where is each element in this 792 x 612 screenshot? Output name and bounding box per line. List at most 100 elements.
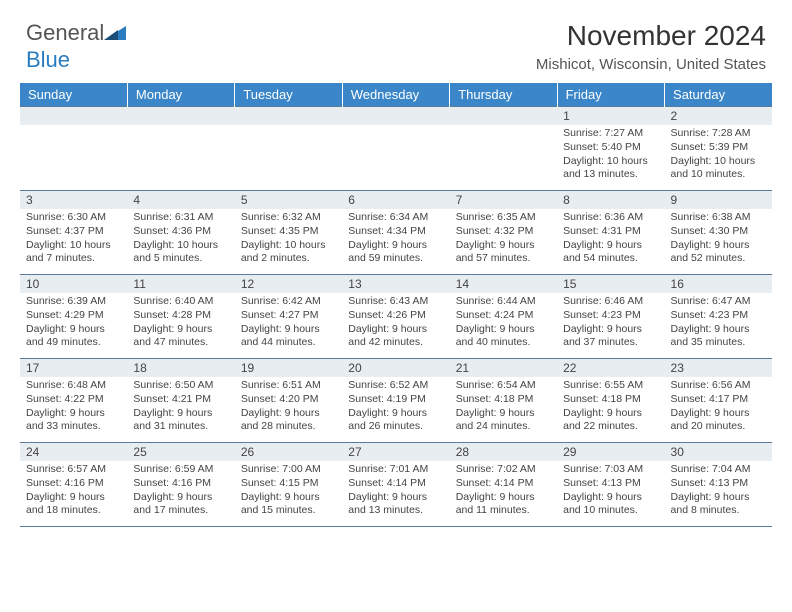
day-number: 1 bbox=[557, 107, 664, 125]
day-number: 12 bbox=[235, 275, 342, 293]
day-detail-line: Sunrise: 6:39 AM bbox=[26, 295, 121, 309]
day-detail-line: Sunrise: 7:27 AM bbox=[563, 127, 658, 141]
weekday-header: Saturday bbox=[665, 83, 772, 107]
day-number: 24 bbox=[20, 443, 127, 461]
day-details: Sunrise: 6:31 AMSunset: 4:36 PMDaylight:… bbox=[127, 209, 234, 270]
day-details: Sunrise: 6:43 AMSunset: 4:26 PMDaylight:… bbox=[342, 293, 449, 354]
day-number: 25 bbox=[127, 443, 234, 461]
day-detail-line: Daylight: 9 hours bbox=[456, 407, 551, 421]
calendar-week-row: 24Sunrise: 6:57 AMSunset: 4:16 PMDayligh… bbox=[20, 443, 772, 527]
calendar-day-cell bbox=[235, 107, 342, 191]
day-detail-line: and 8 minutes. bbox=[671, 504, 766, 518]
day-details: Sunrise: 7:04 AMSunset: 4:13 PMDaylight:… bbox=[665, 461, 772, 522]
day-number: 29 bbox=[557, 443, 664, 461]
weekday-header: Friday bbox=[557, 83, 664, 107]
day-detail-line: Sunrise: 6:51 AM bbox=[241, 379, 336, 393]
day-detail-line: Sunset: 4:32 PM bbox=[456, 225, 551, 239]
calendar-day-cell: 12Sunrise: 6:42 AMSunset: 4:27 PMDayligh… bbox=[235, 275, 342, 359]
day-details: Sunrise: 6:56 AMSunset: 4:17 PMDaylight:… bbox=[665, 377, 772, 438]
day-number: 5 bbox=[235, 191, 342, 209]
day-detail-line: Sunset: 4:23 PM bbox=[671, 309, 766, 323]
day-detail-line: Sunset: 4:15 PM bbox=[241, 477, 336, 491]
day-detail-line: Daylight: 9 hours bbox=[26, 407, 121, 421]
calendar-day-cell: 1 Sunrise: 7:27 AMSunset: 5:40 PMDaylight… bbox=[557, 107, 664, 191]
calendar-day-cell: 16Sunrise: 6:47 AMSunset: 4:23 PMDayligh… bbox=[665, 275, 772, 359]
day-detail-line: Daylight: 10 hours bbox=[563, 155, 658, 169]
day-detail-line: and 2 minutes. bbox=[241, 252, 336, 266]
calendar-day-cell: 9Sunrise: 6:38 AMSunset: 4:30 PMDaylight… bbox=[665, 191, 772, 275]
day-number: 19 bbox=[235, 359, 342, 377]
calendar-day-cell: 17Sunrise: 6:48 AMSunset: 4:22 PMDayligh… bbox=[20, 359, 127, 443]
day-number bbox=[20, 107, 127, 125]
calendar-day-cell: 21Sunrise: 6:54 AMSunset: 4:18 PMDayligh… bbox=[450, 359, 557, 443]
day-detail-line: Sunrise: 6:40 AM bbox=[133, 295, 228, 309]
day-detail-line: Sunset: 4:35 PM bbox=[241, 225, 336, 239]
day-number: 17 bbox=[20, 359, 127, 377]
calendar-day-cell: 11Sunrise: 6:40 AMSunset: 4:28 PMDayligh… bbox=[127, 275, 234, 359]
day-detail-line: Sunset: 4:20 PM bbox=[241, 393, 336, 407]
day-detail-line: Sunrise: 6:31 AM bbox=[133, 211, 228, 225]
day-detail-line: Daylight: 9 hours bbox=[671, 407, 766, 421]
day-number: 14 bbox=[450, 275, 557, 293]
header: General Blue November 2024 Mishicot, Wis… bbox=[20, 20, 772, 73]
day-details: Sunrise: 6:54 AMSunset: 4:18 PMDaylight:… bbox=[450, 377, 557, 438]
day-detail-line: Sunrise: 6:56 AM bbox=[671, 379, 766, 393]
day-detail-line: and 10 minutes. bbox=[563, 504, 658, 518]
day-detail-line: Sunrise: 6:34 AM bbox=[348, 211, 443, 225]
day-detail-line: Sunrise: 6:55 AM bbox=[563, 379, 658, 393]
day-number: 21 bbox=[450, 359, 557, 377]
day-number: 7 bbox=[450, 191, 557, 209]
weekday-header: Wednesday bbox=[342, 83, 449, 107]
day-detail-line: Sunrise: 6:35 AM bbox=[456, 211, 551, 225]
day-detail-line: Sunset: 4:17 PM bbox=[671, 393, 766, 407]
day-detail-line: Daylight: 9 hours bbox=[563, 239, 658, 253]
day-details: Sunrise: 6:38 AMSunset: 4:30 PMDaylight:… bbox=[665, 209, 772, 270]
day-detail-line: Daylight: 9 hours bbox=[133, 407, 228, 421]
day-details: Sunrise: 7:03 AMSunset: 4:13 PMDaylight:… bbox=[557, 461, 664, 522]
day-detail-line: Daylight: 9 hours bbox=[241, 407, 336, 421]
day-detail-line: Sunset: 4:36 PM bbox=[133, 225, 228, 239]
day-detail-line: Sunset: 4:24 PM bbox=[456, 309, 551, 323]
calendar-day-cell bbox=[450, 107, 557, 191]
day-detail-line: Sunset: 4:14 PM bbox=[456, 477, 551, 491]
day-detail-line: Daylight: 9 hours bbox=[671, 323, 766, 337]
day-detail-line: and 26 minutes. bbox=[348, 420, 443, 434]
calendar-week-row: 1Sunrise: 7:27 AMSunset: 5:40 PMDaylight… bbox=[20, 107, 772, 191]
day-detail-line: Sunrise: 7:02 AM bbox=[456, 463, 551, 477]
calendar-day-cell bbox=[20, 107, 127, 191]
calendar-day-cell: 28Sunrise: 7:02 AMSunset: 4:14 PMDayligh… bbox=[450, 443, 557, 527]
day-detail-line: Daylight: 9 hours bbox=[563, 407, 658, 421]
calendar-day-cell: 26Sunrise: 7:00 AMSunset: 4:15 PMDayligh… bbox=[235, 443, 342, 527]
day-number: 18 bbox=[127, 359, 234, 377]
day-detail-line: Sunrise: 6:52 AM bbox=[348, 379, 443, 393]
calendar-day-cell: 6Sunrise: 6:34 AMSunset: 4:34 PMDaylight… bbox=[342, 191, 449, 275]
calendar-week-row: 17Sunrise: 6:48 AMSunset: 4:22 PMDayligh… bbox=[20, 359, 772, 443]
day-detail-line: Daylight: 9 hours bbox=[456, 239, 551, 253]
calendar-week-row: 10Sunrise: 6:39 AMSunset: 4:29 PMDayligh… bbox=[20, 275, 772, 359]
day-details: Sunrise: 6:51 AMSunset: 4:20 PMDaylight:… bbox=[235, 377, 342, 438]
day-detail-line: Daylight: 9 hours bbox=[26, 491, 121, 505]
calendar-day-cell: 3Sunrise: 6:30 AMSunset: 4:37 PMDaylight… bbox=[20, 191, 127, 275]
logo-word-1: General bbox=[26, 20, 104, 45]
day-details: Sunrise: 6:34 AMSunset: 4:34 PMDaylight:… bbox=[342, 209, 449, 270]
day-detail-line: and 31 minutes. bbox=[133, 420, 228, 434]
day-detail-line: Sunset: 4:29 PM bbox=[26, 309, 121, 323]
day-detail-line: and 5 minutes. bbox=[133, 252, 228, 266]
weekday-header: Thursday bbox=[450, 83, 557, 107]
day-detail-line: Daylight: 9 hours bbox=[133, 323, 228, 337]
day-detail-line: Daylight: 10 hours bbox=[671, 155, 766, 169]
day-detail-line: Daylight: 9 hours bbox=[133, 491, 228, 505]
day-detail-line: and 18 minutes. bbox=[26, 504, 121, 518]
day-details: Sunrise: 6:35 AMSunset: 4:32 PMDaylight:… bbox=[450, 209, 557, 270]
day-details: Sunrise: 6:57 AMSunset: 4:16 PMDaylight:… bbox=[20, 461, 127, 522]
day-detail-line: Sunset: 4:16 PM bbox=[133, 477, 228, 491]
day-detail-line: Sunset: 4:16 PM bbox=[26, 477, 121, 491]
day-detail-line: Sunrise: 7:01 AM bbox=[348, 463, 443, 477]
weekday-header: Tuesday bbox=[235, 83, 342, 107]
day-detail-line: Daylight: 9 hours bbox=[563, 323, 658, 337]
day-detail-line: Sunset: 5:40 PM bbox=[563, 141, 658, 155]
day-number bbox=[450, 107, 557, 125]
logo-word-2: Blue bbox=[26, 47, 70, 72]
calendar-day-cell: 22Sunrise: 6:55 AMSunset: 4:18 PMDayligh… bbox=[557, 359, 664, 443]
calendar-day-cell: 27Sunrise: 7:01 AMSunset: 4:14 PMDayligh… bbox=[342, 443, 449, 527]
